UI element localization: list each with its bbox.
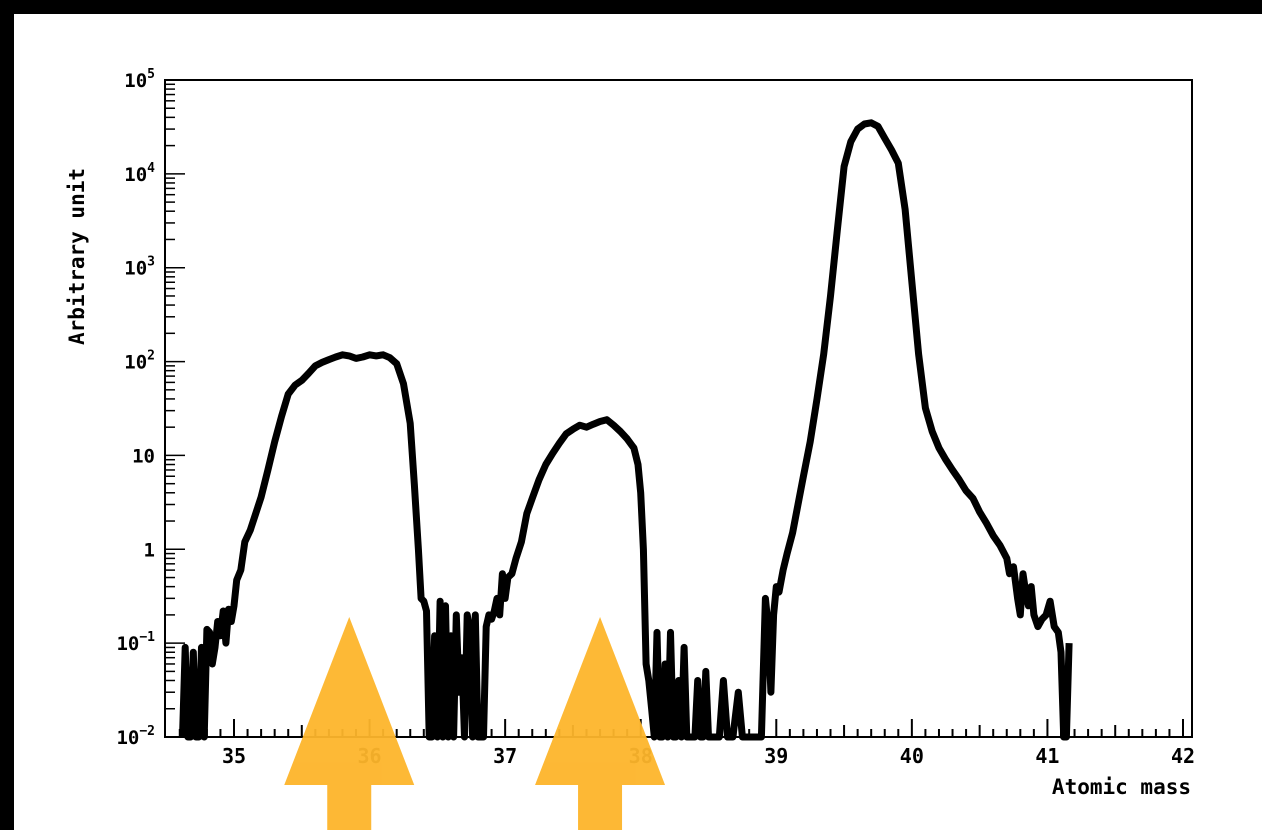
- arrow-shaft: [578, 785, 623, 830]
- annotation-arrow: [284, 617, 415, 830]
- series-line: [179, 119, 1073, 741]
- y-tick-base: 10: [124, 164, 147, 186]
- y-tick-exponent: 5: [147, 67, 155, 82]
- y-tick-exponent: −2: [139, 724, 155, 739]
- annotation-arrow: [535, 617, 666, 830]
- arrow-head: [284, 617, 415, 785]
- y-tick-label: 10: [132, 445, 155, 467]
- y-tick-base: 10: [124, 352, 147, 374]
- x-tick-label: 40: [900, 744, 924, 768]
- y-tick-label: 104: [124, 161, 155, 186]
- y-tick-label: 10−1: [116, 630, 155, 655]
- y-tick-base: 10: [116, 633, 139, 655]
- annotation-arrows: [284, 617, 666, 830]
- y-tick-label: 102: [124, 349, 155, 374]
- y-tick-base: 10: [124, 258, 147, 280]
- x-axis-title: Atomic mass: [1052, 775, 1191, 799]
- y-tick-label: 105: [124, 67, 155, 92]
- x-tick-label: 41: [1035, 744, 1059, 768]
- arrow-shaft: [327, 785, 372, 830]
- y-tick-exponent: 3: [147, 255, 155, 270]
- chart-background: [14, 14, 1262, 830]
- y-tick-exponent: 4: [147, 161, 155, 176]
- x-tick-label: 42: [1171, 744, 1195, 768]
- x-tick-label: 39: [764, 744, 788, 768]
- y-tick-base: 10: [116, 727, 139, 749]
- y-tick-label: 10−2: [116, 724, 155, 749]
- y-tick-base: 10: [124, 70, 147, 92]
- y-tick-exponent: 2: [147, 349, 155, 364]
- y-tick-label: 1: [144, 539, 155, 561]
- x-tick-label: 35: [222, 744, 246, 768]
- x-tick-label: 37: [493, 744, 517, 768]
- arrow-head: [535, 617, 666, 785]
- y-tick-label: 103: [124, 255, 155, 280]
- y-axis-title: Arbitrary unit: [65, 168, 89, 345]
- y-tick-exponent: −1: [139, 630, 155, 645]
